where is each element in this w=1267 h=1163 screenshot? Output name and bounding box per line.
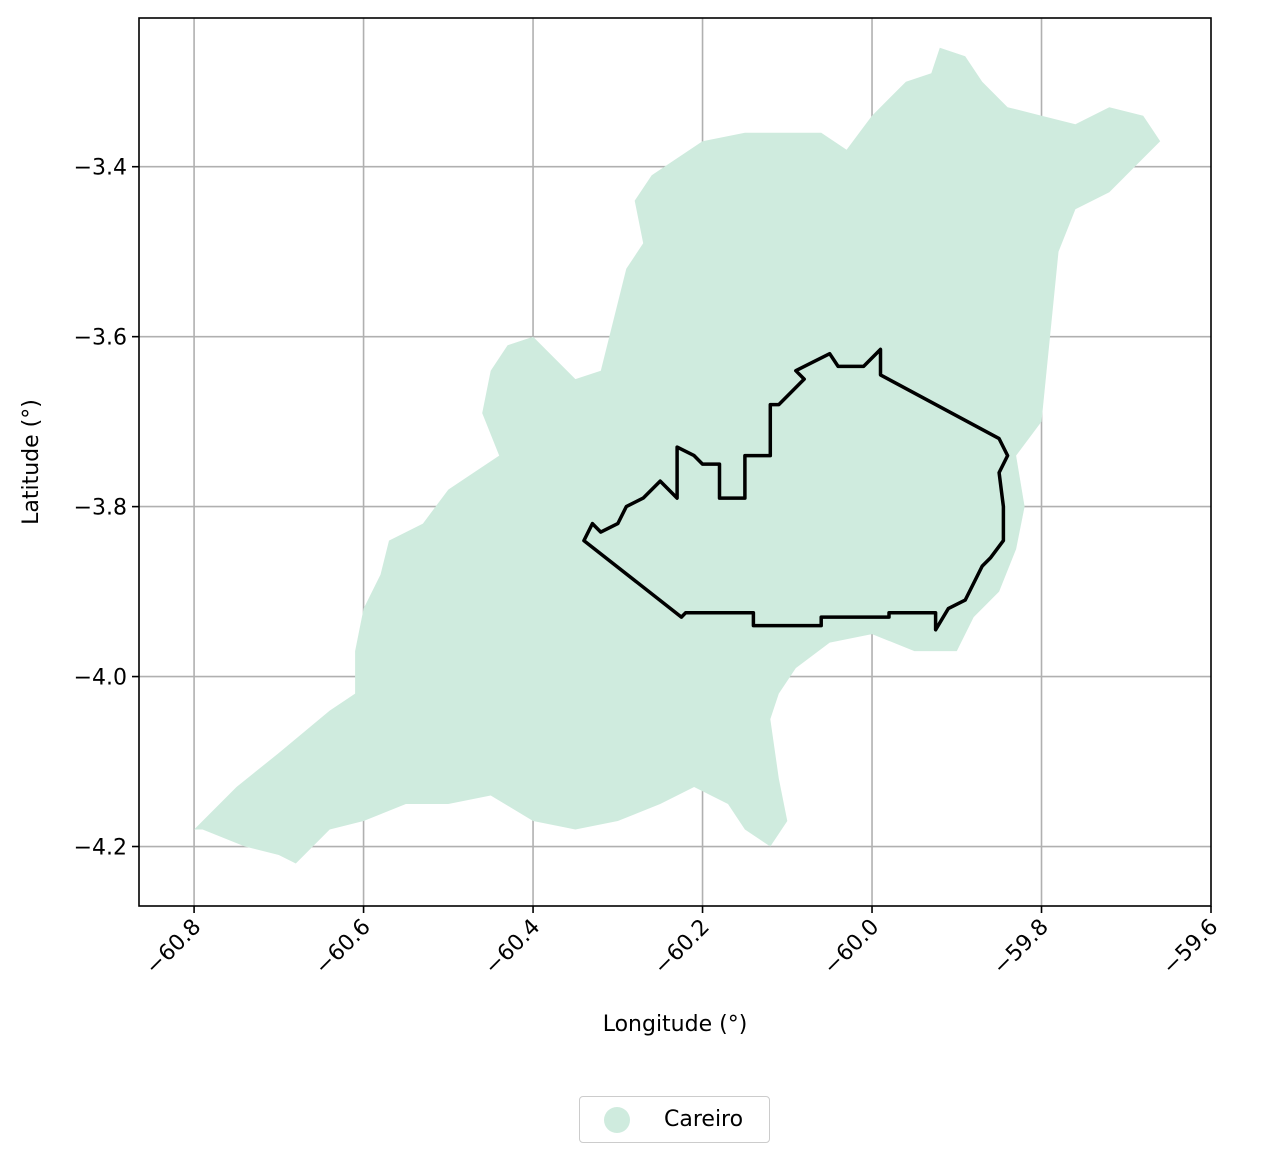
x-tick-label: −59.6 bbox=[1158, 915, 1223, 980]
x-axis-ticks: −60.8 −60.6 −60.4 −60.2 −60.0 −59.8 −59.6 bbox=[141, 906, 1223, 980]
inner-boundary-outline bbox=[582, 347, 1010, 632]
legend-label-careiro: Careiro bbox=[664, 1107, 744, 1132]
y-axis-ticks: −3.4 −3.6 −3.8 −4.0 −4.2 bbox=[74, 156, 139, 861]
y-tick-label: −3.4 bbox=[74, 156, 127, 181]
x-tick-label: −60.8 bbox=[141, 915, 206, 980]
x-tick-label: −60.6 bbox=[310, 915, 375, 980]
y-tick-label: −4.2 bbox=[74, 836, 127, 861]
y-tick-label: −4.0 bbox=[74, 666, 127, 691]
x-axis-label: Longitude (°) bbox=[603, 1012, 748, 1037]
legend-marker-careiro bbox=[604, 1106, 630, 1133]
legend: Careiro bbox=[579, 1096, 770, 1143]
y-tick-label: −3.6 bbox=[74, 326, 127, 351]
x-tick-label: −60.0 bbox=[819, 915, 884, 980]
plot-frame bbox=[138, 17, 1212, 907]
x-tick-label: −60.4 bbox=[480, 915, 545, 980]
x-tick-label: −60.2 bbox=[649, 915, 714, 980]
y-axis-label: Latitude (°) bbox=[19, 399, 44, 525]
x-tick-label: −59.8 bbox=[988, 915, 1053, 980]
y-tick-label: −3.8 bbox=[74, 496, 127, 521]
